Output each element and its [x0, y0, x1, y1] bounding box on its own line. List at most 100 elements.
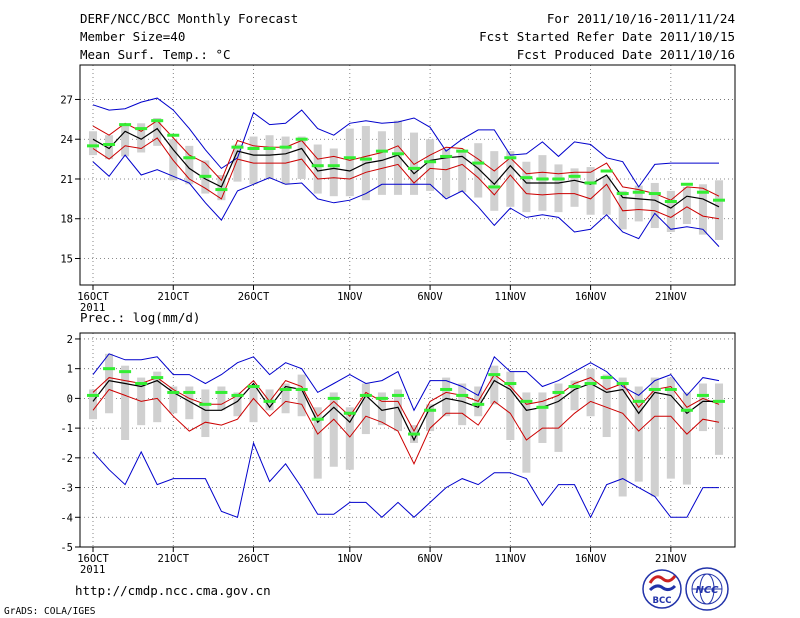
- precip-xtick-label: 21OCT: [157, 553, 189, 565]
- temp-spread-bar: [442, 148, 451, 198]
- ncc-logo: NCC: [685, 567, 729, 611]
- precip-series-plus-sd: [92, 373, 720, 433]
- precip-member-marker: [391, 393, 404, 397]
- temp-member-marker: [311, 164, 324, 168]
- fcst-started-date: Fcst Started Refer Date 2011/10/15: [479, 29, 735, 44]
- precip-spread-bar: [169, 386, 178, 414]
- precip-member-marker: [456, 393, 469, 397]
- temp-series-max: [92, 97, 719, 188]
- temp-series-plus-sd: [92, 120, 720, 201]
- precip-spread-bar: [682, 392, 691, 485]
- temp-member-marker: [199, 174, 212, 178]
- precip-member-marker: [167, 390, 180, 394]
- temp-ytick-label: 27: [60, 94, 73, 106]
- temp-member-marker: [456, 149, 469, 153]
- temp-member-marker: [648, 192, 661, 196]
- temp-spread-bar: [281, 136, 290, 185]
- precip-member-marker: [199, 402, 212, 406]
- temp-member-marker: [664, 200, 677, 204]
- temp-member-marker: [135, 127, 148, 131]
- temp-xtick-label: 21NOV: [655, 291, 687, 303]
- temp-xtick-label: 21OCT: [157, 291, 189, 303]
- fcst-produced-date: Fcst Produced Date 2011/10/16: [517, 47, 735, 62]
- precip-member-marker: [183, 390, 196, 394]
- precip-ytick-label: 1: [67, 364, 73, 376]
- precip-member-marker: [552, 390, 565, 394]
- precip-member-marker: [536, 405, 549, 409]
- precip-spread-bar: [666, 377, 675, 479]
- precip-spread-bar: [586, 368, 595, 417]
- precip-member-marker: [648, 387, 661, 391]
- temp-spread-bar: [426, 139, 435, 191]
- temp-spread-bar: [602, 176, 611, 215]
- temp-spread-bar: [682, 186, 691, 225]
- precip-series-minus-sd: [92, 388, 720, 465]
- precip-spread-bar: [506, 371, 515, 440]
- temp-spread-bar: [313, 144, 322, 194]
- temp-xtick-label: 11NOV: [495, 291, 527, 303]
- temp-member-marker: [488, 185, 501, 189]
- source-url[interactable]: http://cmdp.ncc.cma.gov.cn: [75, 583, 271, 598]
- temp-xtick-label: 16OCT: [77, 291, 109, 303]
- temp-spread-bar: [490, 151, 499, 211]
- ncc-logo-text: NCC: [695, 585, 719, 596]
- precip-member-marker: [103, 367, 116, 371]
- temp-spread-bar: [458, 151, 467, 193]
- precip-member-marker: [424, 408, 437, 412]
- precip-spread-bar: [185, 386, 194, 420]
- temp-member-marker: [87, 144, 99, 148]
- precip-ytick-label: -5: [60, 542, 73, 554]
- bcc-logo-text: BCC: [653, 596, 672, 606]
- temp-member-marker: [391, 152, 404, 156]
- precip-spread-bar: [698, 383, 707, 432]
- precip-member-marker: [488, 373, 501, 377]
- temp-member-marker: [327, 164, 340, 168]
- precip-spread-bar: [426, 404, 435, 432]
- precip-spread-bar: [249, 386, 258, 423]
- temp-member-marker: [103, 143, 116, 147]
- temp-spread-bar: [153, 118, 162, 146]
- precip-spread-bar: [618, 377, 627, 497]
- temp-spread-bar: [249, 136, 258, 185]
- temp-member-marker: [568, 174, 581, 178]
- precip-xtick-label: 11NOV: [495, 553, 527, 565]
- temp-member-marker: [375, 149, 388, 153]
- temp-spread-bar: [474, 143, 483, 198]
- precip-xtick-label: 6NOV: [417, 553, 443, 565]
- precip-ytick-label: 2: [67, 334, 73, 346]
- precip-member-marker: [680, 408, 693, 412]
- temp-xtick-label: 16NOV: [575, 291, 607, 303]
- precip-member-marker: [119, 370, 132, 374]
- precip-member-marker: [231, 393, 244, 397]
- precip-member-marker: [696, 393, 709, 397]
- forecast-period: For 2011/10/16-2011/11/24: [547, 11, 735, 26]
- temp-spread-bar: [377, 131, 386, 195]
- temp-member-marker: [696, 190, 709, 194]
- precip-member-marker: [375, 396, 388, 400]
- temp-xtick-label: 1NOV: [337, 291, 363, 303]
- temp-member-marker: [167, 133, 180, 137]
- precip-ytick-label: 0: [67, 393, 73, 405]
- precip-series-mean: [92, 379, 719, 442]
- temp-spread-bar: [329, 148, 338, 197]
- member-size-label: Member Size=40: [80, 29, 185, 44]
- temp-spread-bar: [105, 135, 114, 160]
- precip-spread-bar: [377, 392, 386, 426]
- precip-spread-bar: [490, 365, 499, 405]
- temp-member-marker: [119, 123, 132, 127]
- precip-member-marker: [568, 385, 581, 388]
- precip-spread-bar: [538, 392, 547, 443]
- precip-spread-bar: [281, 383, 290, 414]
- precip-spread-bar: [442, 377, 451, 417]
- temp-spread-bar: [345, 128, 354, 197]
- temp-spread-bar: [297, 136, 306, 179]
- precip-spread-bar: [361, 383, 370, 435]
- temp-spread-bar: [698, 184, 707, 235]
- grads-credit: GrADS: COLA/IGES: [4, 606, 96, 617]
- precip-spread-bar: [153, 371, 162, 423]
- precip-spread-bar: [393, 389, 402, 432]
- precip-series-min: [92, 441, 719, 519]
- bcc-logo: BCC: [642, 569, 682, 609]
- temp-member-marker: [680, 182, 693, 186]
- precip-member-marker: [520, 399, 533, 403]
